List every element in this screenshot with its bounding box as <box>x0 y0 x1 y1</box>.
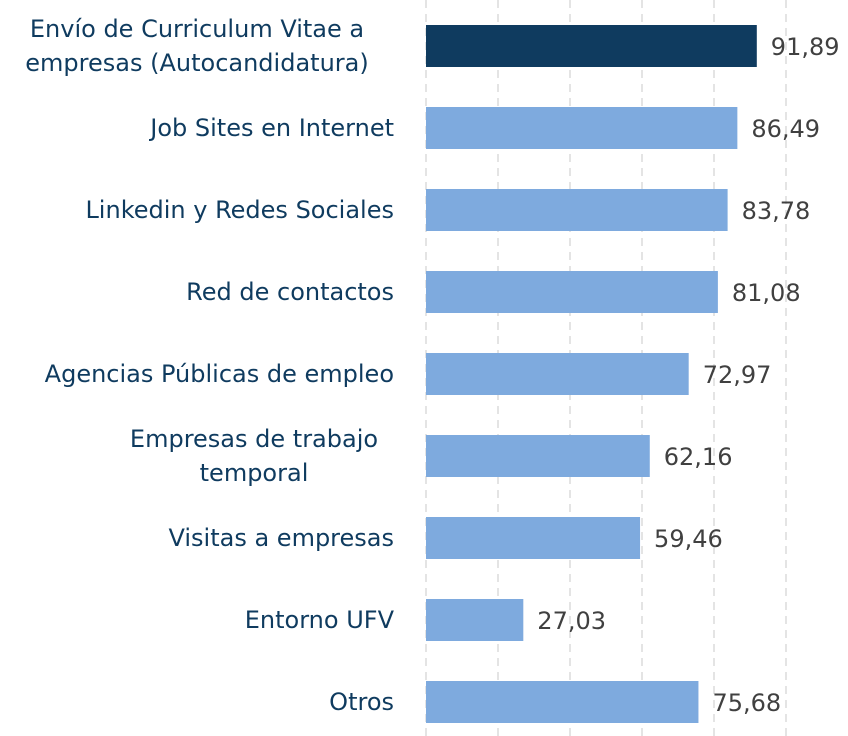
value-label: 59,46 <box>654 525 723 553</box>
bar <box>426 681 699 723</box>
category-label: Agencias Públicas de empleo <box>44 360 394 388</box>
bar <box>426 517 641 559</box>
bar <box>426 189 728 231</box>
value-label: 62,16 <box>664 443 733 471</box>
category-label: Visitas a empresas <box>168 524 394 552</box>
bar <box>426 107 738 149</box>
category-label: Empresas de trabajo temporal <box>129 425 379 487</box>
value-label: 27,03 <box>537 607 606 635</box>
bar <box>426 435 650 477</box>
value-label: 72,97 <box>703 361 772 389</box>
value-label: 86,49 <box>751 115 820 143</box>
bar <box>426 25 757 67</box>
category-label: Red de contactos <box>186 278 394 306</box>
value-label: 91,89 <box>771 33 840 61</box>
category-label: Linkedin y Redes Sociales <box>85 196 394 224</box>
value-label: 75,68 <box>712 689 781 717</box>
value-label: 83,78 <box>742 197 811 225</box>
bar <box>426 599 524 641</box>
bar <box>426 353 689 395</box>
value-label: 81,08 <box>732 279 801 307</box>
category-label: Job Sites en Internet <box>150 114 394 142</box>
category-label: Envío de Curriculum Vitae a empresas (Au… <box>25 15 369 77</box>
category-label: Entorno UFV <box>244 606 394 634</box>
bar <box>426 271 718 313</box>
category-label: Otros <box>329 688 394 716</box>
